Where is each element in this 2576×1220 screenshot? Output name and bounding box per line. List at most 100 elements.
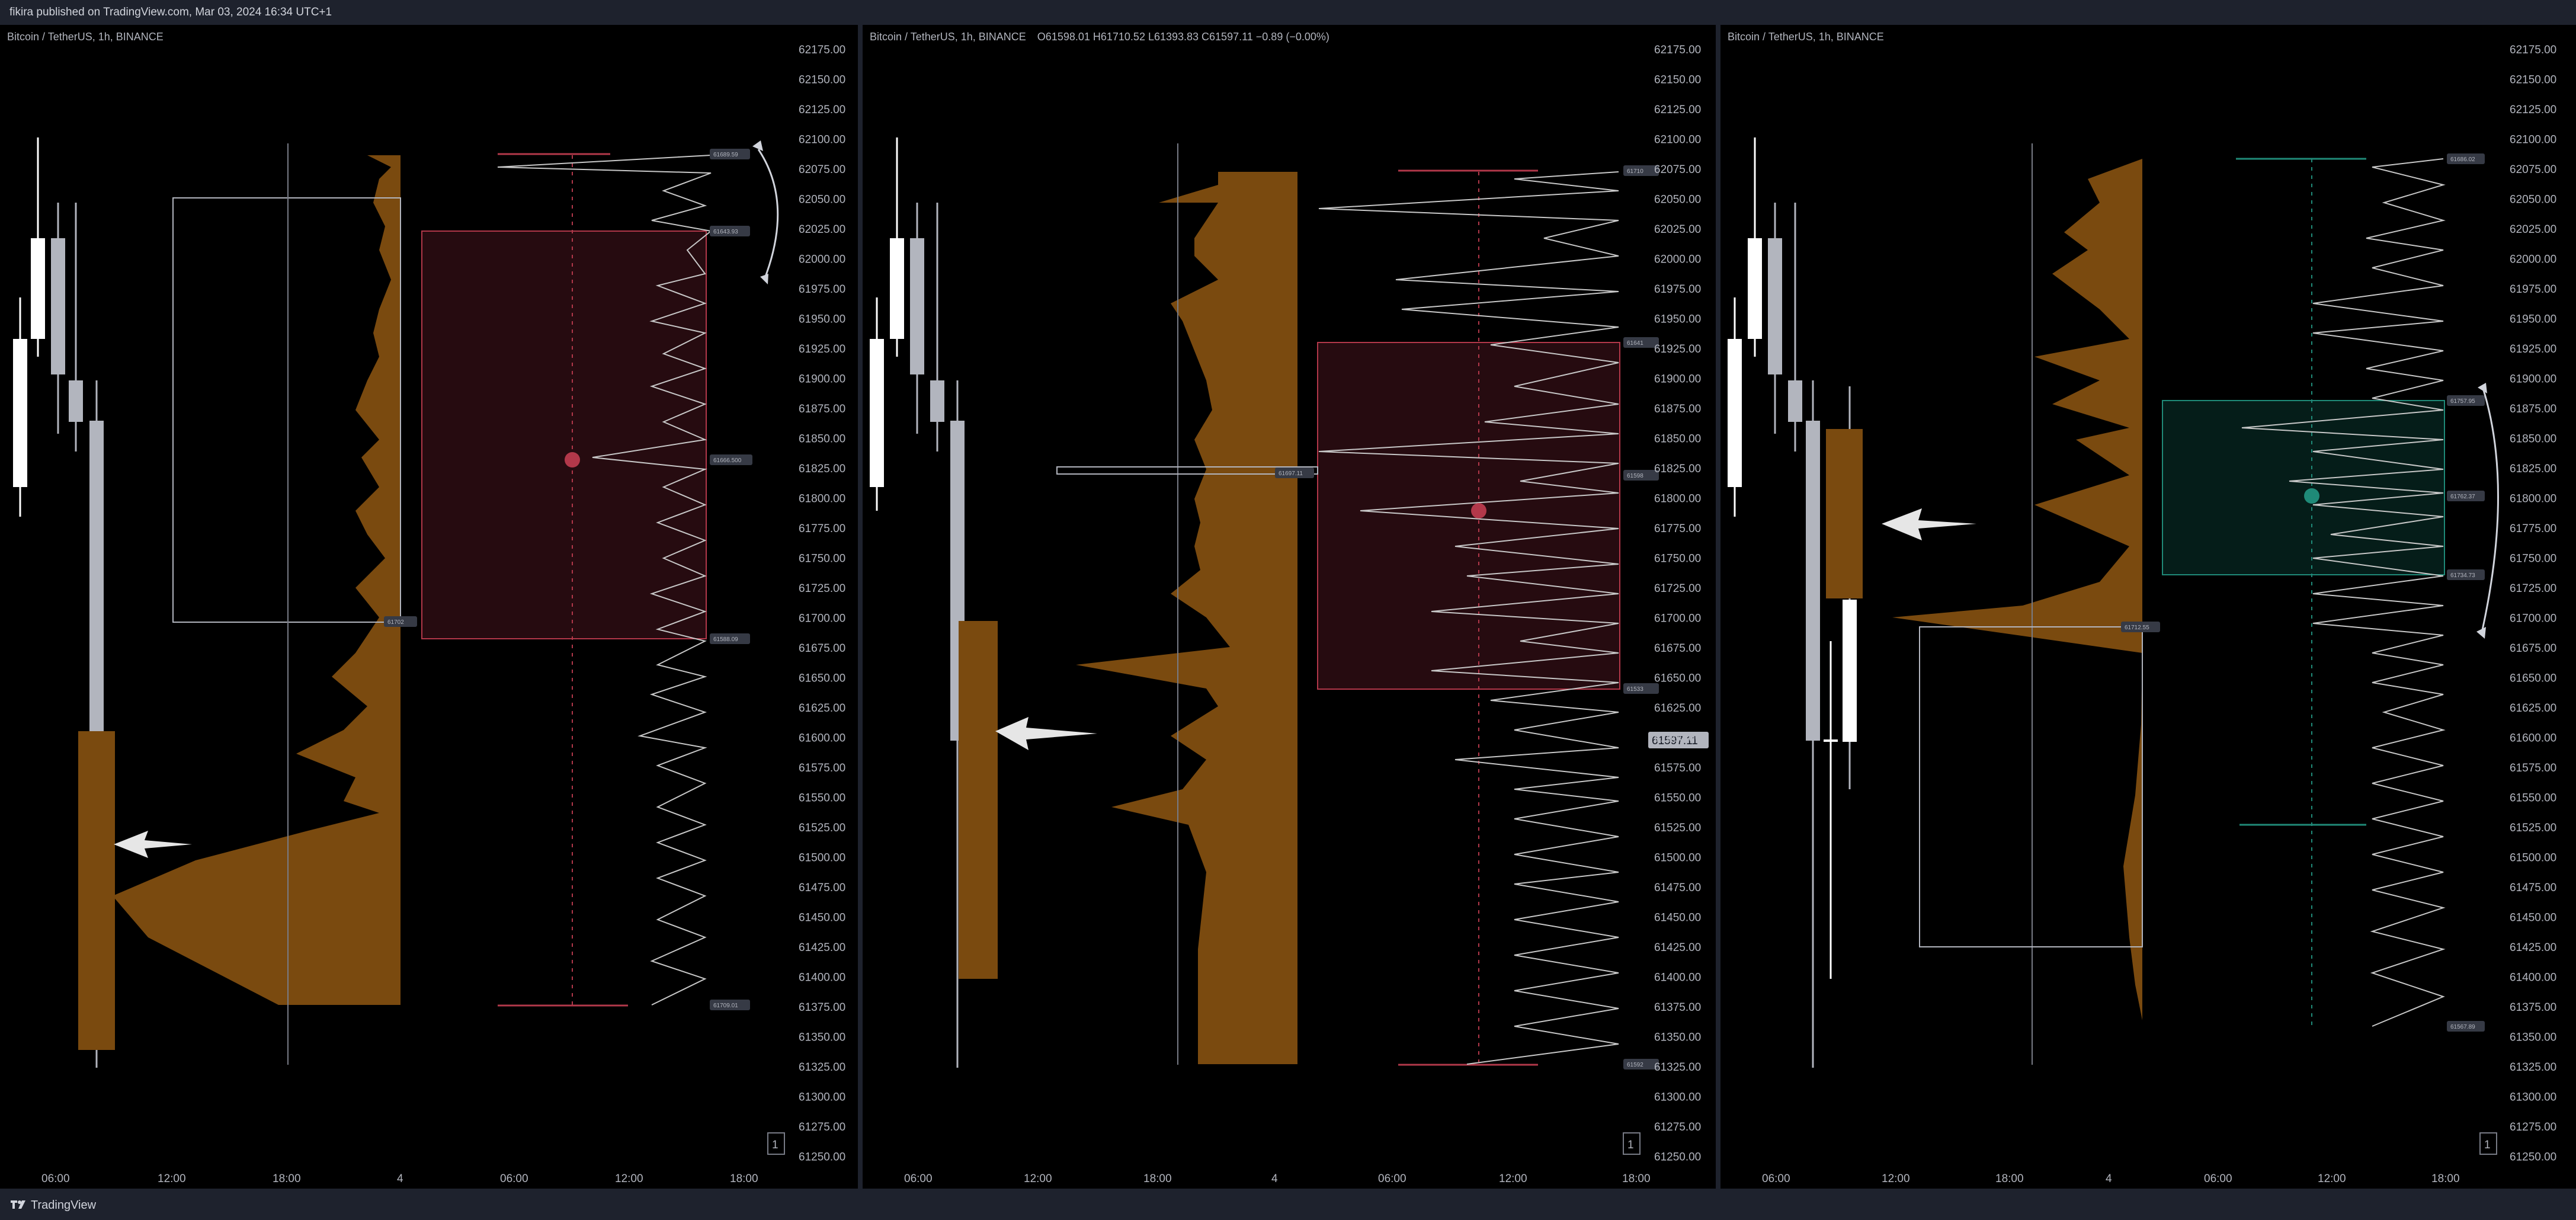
price-tick-label: 61550.00: [799, 792, 845, 805]
symbol-title[interactable]: Bitcoin / TetherUS, 1h, BINANCE: [7, 31, 164, 43]
price-tick-label: 61600.00: [1654, 732, 1701, 745]
svg-text:61702: 61702: [387, 619, 404, 626]
price-tick-label: 61850.00: [799, 433, 845, 446]
chart-canvas-2[interactable]: 61710 61641 61598 61533 61592 61697.11 6…: [863, 25, 1716, 1189]
price-tick-label: 61275.00: [1654, 1121, 1701, 1133]
price-tick-label: 61925.00: [2510, 343, 2556, 356]
price-tick-label: 61750.00: [1654, 553, 1701, 565]
price-tick-label: 61975.00: [1654, 283, 1701, 296]
price-tick-label: 61425.00: [799, 942, 845, 954]
volume-profile-left: [113, 155, 401, 1005]
chart-canvas-1[interactable]: 61689.59 61643.93 61666.500 61588.09 617…: [0, 25, 858, 1189]
price-tick-label: 61725.00: [2510, 582, 2556, 595]
page-button[interactable]: [767, 1132, 785, 1155]
svg-text:4: 4: [397, 1173, 403, 1185]
price-tick-label: 62050.00: [799, 194, 845, 206]
price-tick-label: 61450.00: [1654, 912, 1701, 924]
publish-header: fikira published on TradingView.com, Mar…: [0, 0, 2576, 25]
svg-text:61588.09: 61588.09: [713, 636, 738, 643]
price-tick-label: 61250.00: [799, 1151, 845, 1164]
svg-text:12:00: 12:00: [615, 1173, 643, 1185]
price-tick-label: 61600.00: [799, 732, 845, 745]
price-tick-label: 61675.00: [799, 642, 845, 655]
svg-text:61697.11: 61697.11: [1279, 470, 1303, 477]
svg-text:61712.55: 61712.55: [2125, 625, 2149, 631]
price-tick-label: 61700.00: [2510, 613, 2556, 625]
price-tick-label: 61450.00: [799, 912, 845, 924]
svg-text:61734.73: 61734.73: [2450, 572, 2475, 579]
price-tick-label: 61900.00: [1654, 373, 1701, 386]
price-tick-label: 61575.00: [2510, 762, 2556, 774]
price-tick-label: 61550.00: [2510, 792, 2556, 805]
chart-canvas-2[interactable]: 61686.02 61757.95 61762.37 61734.73 6156…: [1720, 25, 2576, 1189]
price-tick-label: 61700.00: [1654, 613, 1701, 625]
price-tick-label: 61525.00: [2510, 822, 2556, 834]
price-tick-label: 61650.00: [799, 673, 845, 685]
svg-text:12:00: 12:00: [1882, 1173, 1910, 1185]
svg-text:06:00: 06:00: [500, 1173, 528, 1185]
price-tick-label: 61775.00: [799, 523, 845, 535]
range-box-left: [172, 197, 401, 623]
price-tick-label: 61750.00: [2510, 553, 2556, 565]
svg-text:61762.37: 61762.37: [2450, 494, 2475, 500]
svg-text:61592: 61592: [1627, 1062, 1643, 1068]
price-tick-label: 61950.00: [1654, 313, 1701, 326]
chart-panel-3[interactable]: 61686.02 61757.95 61762.37 61734.73 6156…: [1720, 25, 2576, 1189]
page-button[interactable]: [1623, 1132, 1641, 1155]
price-tick-label: 61375.00: [2510, 1001, 2556, 1014]
svg-text:12:00: 12:00: [1499, 1173, 1527, 1185]
tradingview-brand: TradingView: [31, 1199, 97, 1212]
price-tick-label: 62075.00: [799, 164, 845, 176]
price-tick-label: 62175.00: [799, 44, 845, 56]
price-tick-label: 61575.00: [1654, 762, 1701, 774]
price-tick-label: 61925.00: [799, 343, 845, 356]
price-tick-label: 61350.00: [799, 1032, 845, 1044]
svg-text:61689.59: 61689.59: [713, 152, 738, 158]
svg-text:06:00: 06:00: [1762, 1173, 1790, 1185]
price-axis: 62175.00 62150.00 62125.00 62100.00 62075.00…: [2510, 44, 2556, 1164]
price-tick-label: 62000.00: [2510, 254, 2556, 266]
price-tick-label: 61600.00: [2510, 732, 2556, 745]
page-button[interactable]: [2479, 1132, 2497, 1155]
price-tick-label: 61475.00: [799, 882, 845, 894]
curved-arrow: [757, 149, 779, 280]
price-tick-label: 61275.00: [799, 1121, 845, 1133]
volume-profile-line: [2241, 158, 2446, 1027]
volume-profile-left: [1076, 172, 1297, 1064]
level-tags: 61686.02 61757.95 61762.37 61734.73 6156…: [2121, 153, 2485, 1032]
price-tick-label: 61525.00: [1654, 822, 1701, 834]
time-axis: 06:00 12:00 18:00 4 06:00 12:00 18:00: [904, 1173, 1651, 1185]
footer-bar: [0, 1191, 2576, 1220]
chart-panel-2[interactable]: 61710 61641 61598 61533 61592 61697.11 6…: [863, 25, 1716, 1189]
price-tick-label: 61950.00: [2510, 313, 2556, 326]
volume-profile-line: [1318, 171, 1619, 1065]
price-tick-label: 62050.00: [2510, 194, 2556, 206]
price-tick-label: 61550.00: [1654, 792, 1701, 805]
price-tick-label: 61900.00: [799, 373, 845, 386]
svg-text:06:00: 06:00: [2204, 1173, 2232, 1185]
price-tick-label: 61675.00: [1654, 642, 1701, 655]
pointer-arrow: [114, 831, 192, 858]
price-tick-label: 61675.00: [2510, 642, 2556, 655]
price-tick-label: 61650.00: [1654, 673, 1701, 685]
chart-panel-1[interactable]: 61689.59 61643.93 61666.500 61588.09 617…: [0, 25, 858, 1189]
price-tick-label: 61325.00: [799, 1061, 845, 1074]
price-tick-label: 62100.00: [799, 134, 845, 146]
svg-text:61666.500: 61666.500: [713, 457, 742, 464]
price-axis: 62175.00 62150.00 62125.00 62100.00 62075.00…: [799, 44, 845, 1164]
symbol-title[interactable]: Bitcoin / TetherUS, 1h, BINANCE O61598.0…: [870, 31, 1329, 43]
price-tick-label: 61425.00: [1654, 942, 1701, 954]
volume-box-candle: [1826, 429, 1863, 598]
mid-range-bar: [1056, 466, 1318, 475]
price-tick-label: 61875.00: [2510, 403, 2556, 415]
price-tick-label: 61325.00: [1654, 1061, 1701, 1074]
svg-text:61643.93: 61643.93: [713, 229, 738, 235]
level-tags: 61689.59 61643.93 61666.500 61588.09 617…: [384, 149, 752, 1010]
price-tick-label: 61850.00: [2510, 433, 2556, 446]
tradingview-logo-icon: [11, 1200, 25, 1209]
bear-zone-box: [1317, 342, 1620, 690]
price-tick-label: 61650.00: [2510, 673, 2556, 685]
candles: [13, 137, 104, 1068]
symbol-title[interactable]: Bitcoin / TetherUS, 1h, BINANCE: [1728, 31, 1884, 43]
price-tick-label: 61625.00: [799, 702, 845, 715]
